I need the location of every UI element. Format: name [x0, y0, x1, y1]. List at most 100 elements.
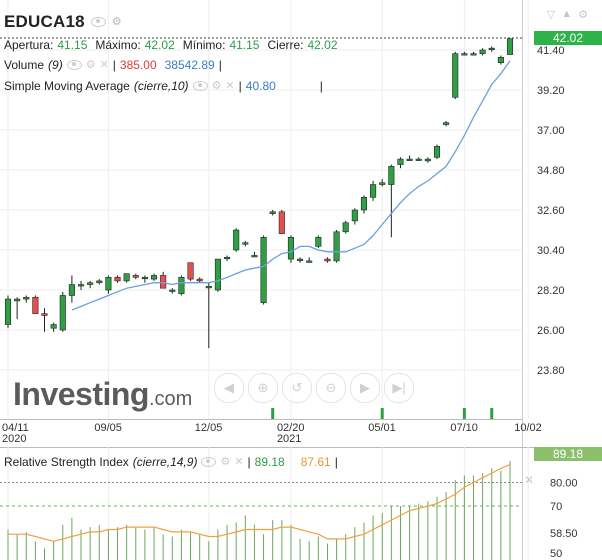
chevron-down-icon[interactable]: ▽ — [546, 9, 556, 21]
sma-label: Simple Moving Average — [4, 79, 130, 93]
candle-body — [269, 211, 276, 214]
candle-body — [424, 158, 431, 162]
close-icon[interactable]: ✕ — [225, 79, 235, 92]
chart-top-icons: ▽ ▲ ⚙ — [547, 8, 588, 21]
candle-body — [452, 53, 459, 98]
rsi-value-1: 89.18 — [254, 455, 285, 469]
gear-icon[interactable]: ⚙ — [111, 15, 122, 28]
settings-icon[interactable]: ⚙ — [578, 9, 588, 21]
candle-body — [233, 229, 240, 251]
candle-body — [123, 273, 130, 282]
gear-icon[interactable]: ⚙ — [211, 79, 222, 92]
candle-body — [178, 276, 185, 294]
rsi-params: (cierre,14,9) — [132, 455, 198, 469]
price-tick-label: 28.20 — [537, 285, 565, 297]
volume-legend: Volume (9) ⚙ ✕ | 385.00 38542.89 | — [4, 58, 222, 72]
scroll-left-icon[interactable]: ◀ — [214, 373, 244, 403]
candle-body — [506, 38, 514, 55]
candle-body — [14, 298, 21, 302]
candle-body — [251, 255, 258, 258]
rsi-tick-label: 58.50 — [550, 528, 578, 540]
watermark-main: Investing — [13, 376, 149, 412]
candle-body — [242, 242, 249, 245]
volume-value-1: 385.00 — [119, 58, 157, 72]
candle-body — [342, 222, 349, 233]
gear-icon[interactable]: ⚙ — [85, 58, 96, 71]
rsi-value-2: 87.61 — [300, 455, 331, 469]
rsi-tick-label: 80.00 — [550, 478, 578, 490]
time-tick-label: 12/05 — [195, 422, 223, 434]
separator: | — [247, 455, 251, 469]
separator: | — [334, 455, 338, 469]
rsi-label: Relative Strength Index — [4, 455, 129, 469]
volume-label: Volume — [4, 58, 45, 72]
close-label: Cierre: — [267, 38, 304, 52]
candle-body — [160, 275, 167, 289]
time-tick-year: 2020 — [2, 433, 26, 445]
candle-body — [415, 158, 422, 161]
eye-icon[interactable] — [192, 81, 208, 91]
candle-body — [297, 258, 304, 261]
candle-body — [141, 276, 148, 280]
chart-toolbar: ◀ ⊕ ↺ ⊖ ▶ ▶| — [214, 373, 414, 403]
volume-bar — [490, 408, 494, 419]
separator: | — [238, 79, 242, 93]
time-tick-label: 05/01 — [368, 422, 396, 434]
candle-body — [479, 49, 486, 54]
eye-icon[interactable] — [201, 457, 217, 467]
candle-body — [360, 196, 368, 211]
go-to-end-icon[interactable]: ▶| — [384, 373, 414, 403]
scroll-right-icon[interactable]: ▶ — [350, 373, 380, 403]
alert-icon[interactable]: ▲ — [561, 8, 573, 20]
ohlc-legend: Apertura: 41.15 Máximo: 42.02 Mínimo: 41… — [4, 38, 338, 52]
reset-zoom-icon[interactable]: ↺ — [282, 373, 312, 403]
price-tick-label: 37.00 — [537, 125, 565, 137]
candle-body — [32, 296, 39, 314]
candle-body — [187, 262, 194, 280]
candle-body — [196, 278, 203, 282]
candle-body — [87, 282, 94, 285]
candle-body — [306, 260, 313, 263]
candle-body — [461, 53, 468, 56]
candle-body — [351, 209, 358, 222]
candle-body — [397, 158, 404, 165]
rsi-signal-line — [8, 464, 511, 542]
candle-body — [50, 324, 57, 329]
candle-body — [68, 284, 75, 296]
sma-line — [71, 60, 511, 311]
candle-body — [41, 313, 48, 316]
eye-icon[interactable] — [66, 60, 82, 70]
sma-params: (cierre,10) — [133, 79, 189, 93]
close-icon[interactable]: ✕ — [99, 58, 109, 71]
candle-body — [260, 236, 267, 304]
watermark-suffix: .com — [148, 388, 193, 410]
candle-body — [214, 258, 221, 291]
candle-body — [333, 231, 340, 262]
candle-body — [287, 236, 294, 260]
volume-bar — [380, 408, 384, 419]
price-tick-label: 26.00 — [537, 325, 565, 337]
candle-body — [433, 146, 441, 158]
low-label: Mínimo: — [182, 38, 226, 52]
zoom-out-icon[interactable]: ⊖ — [316, 373, 346, 403]
rsi-tick-label: 50 — [550, 548, 562, 560]
candle-body — [388, 166, 395, 185]
investing-watermark: Investing.com — [13, 376, 192, 413]
close-value: 42.02 — [307, 38, 338, 52]
sma-legend: Simple Moving Average (cierre,10) ⚙ ✕ | … — [4, 79, 323, 93]
volume-bar — [462, 408, 466, 419]
candle-body — [150, 275, 158, 280]
price-tick-label: 41.40 — [537, 45, 565, 57]
price-tick-label: 32.60 — [537, 205, 565, 217]
candle-body — [488, 47, 495, 50]
close-icon[interactable]: ✕ — [234, 455, 244, 468]
rsi-close-icon: ✕ — [524, 473, 534, 487]
price-tick-label: 30.40 — [537, 245, 565, 257]
candle-body — [114, 276, 121, 282]
gear-icon[interactable]: ⚙ — [220, 455, 231, 468]
candle-body — [324, 258, 331, 262]
eye-icon[interactable] — [90, 17, 106, 27]
zoom-in-icon[interactable]: ⊕ — [248, 373, 278, 403]
time-tick-label: 10/02 — [514, 422, 542, 434]
